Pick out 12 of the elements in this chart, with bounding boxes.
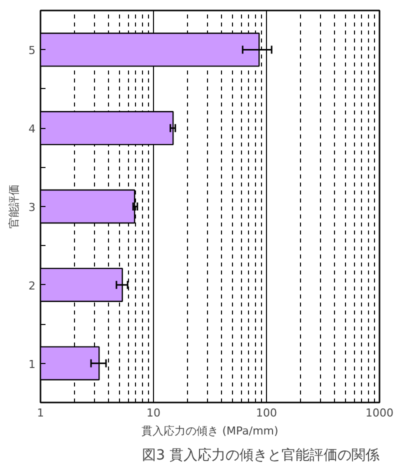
x-tick-label: 1 bbox=[37, 406, 44, 420]
y-axis-title: 官能評価 bbox=[8, 184, 20, 228]
y-tick-label: 4 bbox=[28, 122, 36, 136]
x-axis-title: 貫入応力の傾き (MPa/mm) bbox=[142, 424, 278, 438]
x-tick-label: 100 bbox=[256, 406, 277, 420]
y-tick-label: 3 bbox=[28, 201, 36, 214]
x-tick-label: 10 bbox=[146, 406, 160, 420]
y-tick-label: 2 bbox=[28, 279, 36, 292]
text: 図3 貫入応力の傾きと官能評価の関係 bbox=[142, 448, 380, 464]
x-tick-label: 1000 bbox=[366, 406, 394, 420]
y-tick-label: 5 bbox=[28, 44, 36, 58]
y-tick-label: 1 bbox=[28, 358, 36, 371]
